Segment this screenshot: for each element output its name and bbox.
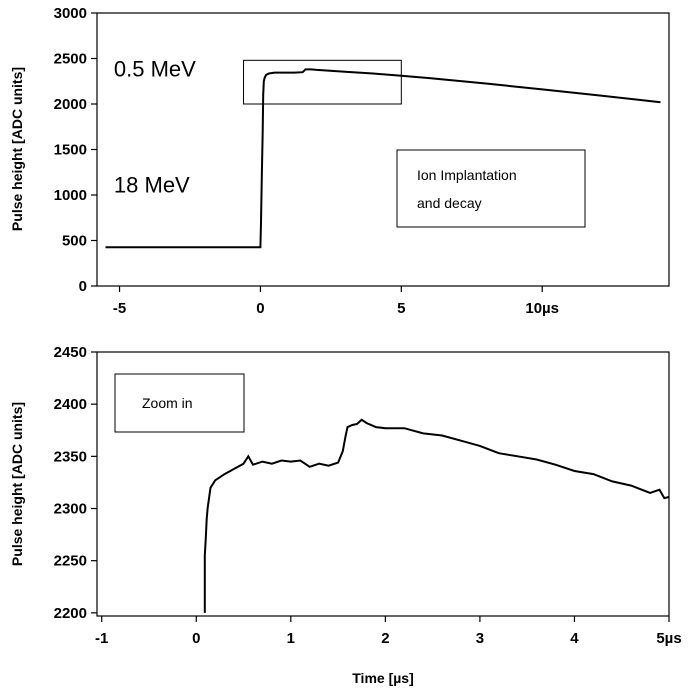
top-x-tick-label: 5 [397,300,405,317]
top-x-tick-label: 0 [256,300,264,317]
top-x-axis-ticks: -5 0 5 10µs [113,286,559,317]
bottom-y-axis-ticks: 2200 2250 2300 2350 2400 2450 [54,344,97,622]
bottom-y-axis-label: Pulse height [ADC units] [9,402,25,566]
top-y-tick-label: 1500 [54,142,87,159]
bottom-plot-frame [96,351,670,617]
top-y-axis-label: Pulse height [ADC units] [9,67,25,231]
bottom-x-tick-label: -1 [95,630,108,647]
top-y-tick-label: 2000 [54,96,87,113]
bottom-series-line [203,418,670,613]
bottom-x-tick-label: 0 [192,630,200,647]
ion-implantation-label-box [396,149,586,228]
bottom-y-tick-label: 2350 [54,448,87,465]
bottom-x-tick-label: 5µs [656,630,681,647]
top-panel: 0 500 1000 1500 2000 2500 3000 -5 0 5 10µs 0.5 Me… [9,5,670,317]
ion-implantation-label-line-1: Ion Implantation [417,167,517,183]
top-x-tick-label: -5 [113,300,126,317]
bottom-x-tick-label: 1 [287,630,295,647]
zoom-in-label: Zoom in [142,395,193,411]
top-x-tick-label: 10µs [525,300,559,317]
bottom-x-tick-label: 3 [476,630,484,647]
bottom-y-tick-label: 2200 [54,605,87,622]
zoom-in-label-box [114,373,245,433]
top-y-tick-label: 0 [79,278,87,295]
bottom-y-tick-label: 2300 [54,501,87,518]
top-y-tick-label: 500 [62,233,87,250]
top-series-line [105,68,661,249]
bottom-x-tick-label: 2 [381,630,389,647]
annotation-18-mev: 18 MeV [114,172,190,197]
bottom-y-tick-label: 2450 [54,344,87,361]
bottom-x-tick-label: 4 [570,630,579,647]
bottom-x-axis-ticks: -1 0 1 2 3 4 5µs [95,616,682,647]
top-y-tick-label: 1000 [54,187,87,204]
ion-implantation-label-line-2: and decay [417,195,482,211]
top-y-tick-label: 3000 [54,5,87,22]
top-y-tick-label: 2500 [54,51,87,68]
zoom-region-box [243,59,402,105]
bottom-y-tick-label: 2250 [54,553,87,570]
bottom-y-tick-label: 2400 [54,396,87,413]
annotation-0.5-mev: 0.5 MeV [114,57,196,82]
bottom-panel: 2200 2250 2300 2350 2400 2450 -1 0 1 2 3 4 5µs Zoom… [9,344,682,686]
bottom-x-axis-label: Time [µs] [352,670,414,686]
top-y-axis-ticks: 0 500 1000 1500 2000 2500 3000 [54,5,97,295]
